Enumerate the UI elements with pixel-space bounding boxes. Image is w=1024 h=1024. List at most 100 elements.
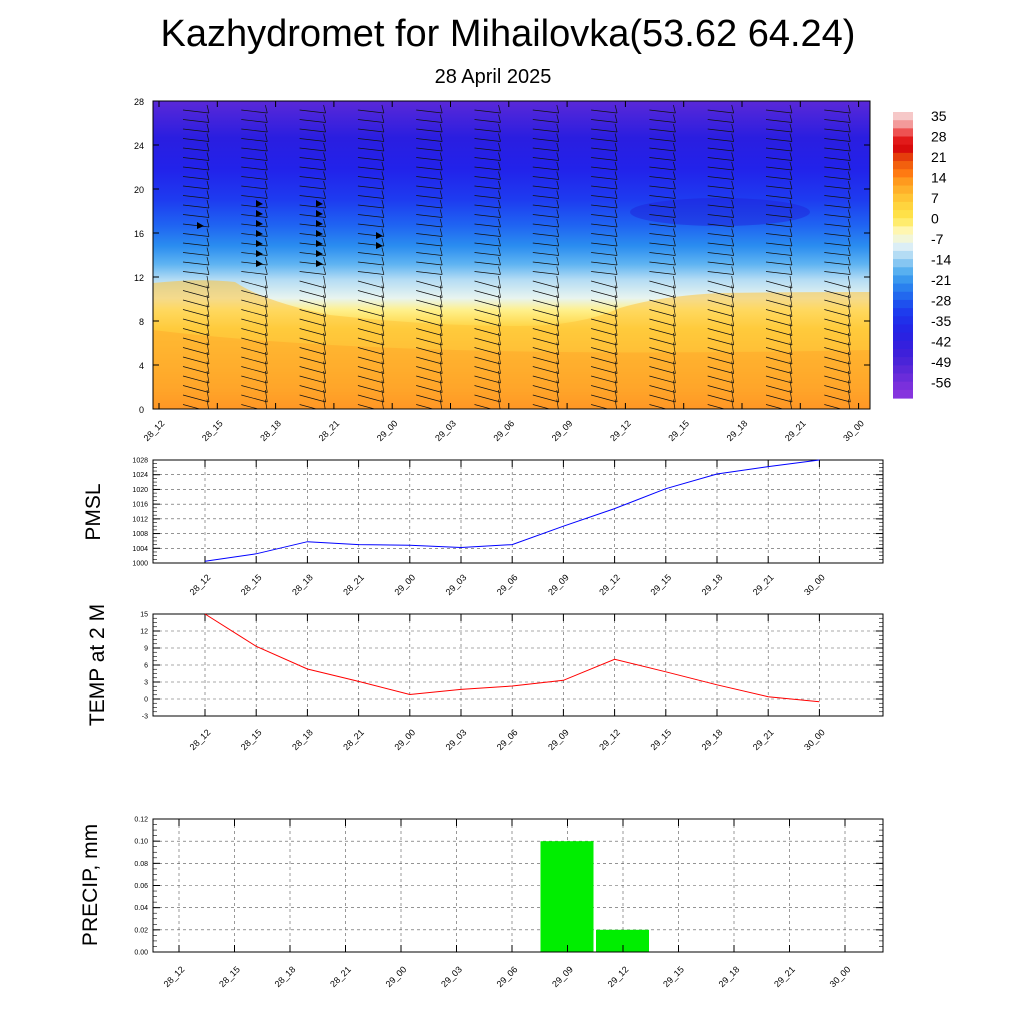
precip-xtick-label: 29_15 bbox=[661, 964, 686, 989]
wind-barb bbox=[591, 223, 618, 228]
wind-barb-feather bbox=[439, 361, 443, 374]
wind-barb bbox=[182, 109, 210, 114]
wind-barb-feather bbox=[556, 285, 560, 298]
wind-barb-feather bbox=[381, 399, 384, 409]
wind-barb bbox=[357, 128, 384, 133]
wind-barb-feather bbox=[264, 399, 268, 409]
colorbar-swatch bbox=[893, 242, 913, 252]
wind-barb bbox=[649, 214, 676, 218]
wind-barb-feather bbox=[206, 370, 210, 384]
wind-barb bbox=[474, 318, 501, 327]
wind-barb bbox=[241, 214, 268, 218]
wind-barb bbox=[824, 109, 851, 114]
wind-barb-feather bbox=[206, 332, 210, 346]
wind-barb bbox=[182, 404, 202, 409]
wind-barb-feather bbox=[498, 323, 501, 336]
wind-barb-feather bbox=[439, 294, 443, 308]
wind-barb bbox=[474, 280, 501, 289]
wind-barb bbox=[765, 375, 793, 384]
colorbar-label: 0 bbox=[931, 211, 939, 227]
wind-barb bbox=[532, 328, 559, 336]
wind-barb-feather bbox=[614, 199, 618, 209]
wind-barb bbox=[357, 109, 384, 114]
temp-xtick-label: 30_00 bbox=[802, 727, 827, 752]
temp-ytick-label: 6 bbox=[144, 663, 148, 670]
wind-barb-feather bbox=[847, 190, 851, 199]
wind-barb bbox=[416, 119, 443, 123]
wind-barb-feather bbox=[847, 142, 851, 152]
wind-barb bbox=[824, 375, 851, 384]
wind-barb-feather bbox=[731, 389, 735, 403]
wind-barb bbox=[299, 309, 326, 317]
wind-barb bbox=[357, 280, 384, 289]
wind-barb-feather bbox=[614, 294, 618, 308]
wind-barb bbox=[299, 280, 326, 289]
wind-barb bbox=[416, 347, 443, 355]
wind-barb-feather bbox=[556, 228, 560, 237]
wind-barb bbox=[474, 195, 501, 199]
wind-barb bbox=[182, 166, 210, 171]
wind-barb bbox=[182, 128, 210, 133]
wind-barb-feather bbox=[206, 351, 210, 365]
wind-barb-feather bbox=[731, 304, 735, 317]
wind-barb-feather bbox=[206, 180, 210, 190]
wind-barb bbox=[824, 261, 851, 266]
wind-barb-feather bbox=[439, 313, 443, 327]
precip-ytick-label: 0.06 bbox=[134, 883, 148, 890]
wind-barb-feather bbox=[731, 399, 734, 409]
colorbar-swatch bbox=[893, 234, 913, 244]
wind-barb bbox=[824, 204, 851, 209]
wind-barb-feather bbox=[381, 323, 385, 336]
precip-xtick-label: 30_00 bbox=[828, 964, 853, 989]
wind-barb-feather bbox=[614, 389, 618, 403]
wind-barb-feather bbox=[323, 389, 326, 403]
wind-barb-feather bbox=[847, 266, 851, 275]
wind-barb bbox=[765, 318, 793, 327]
wind-barb-feather bbox=[847, 123, 851, 133]
wind-barb-feather bbox=[323, 152, 326, 161]
wind-barb-feather bbox=[614, 351, 618, 365]
wind-barb bbox=[182, 309, 210, 317]
wind-barb-feather bbox=[206, 294, 210, 308]
wind-barb bbox=[416, 385, 443, 393]
wind-barb bbox=[532, 214, 559, 218]
wind-barb bbox=[474, 214, 501, 218]
wind-barb-feather bbox=[789, 123, 793, 133]
wind-barb bbox=[707, 176, 734, 180]
wind-barb-feather bbox=[264, 275, 268, 289]
wind-barb bbox=[591, 404, 610, 409]
wind-barb-feather bbox=[789, 104, 793, 114]
wind-barb-feather bbox=[673, 190, 676, 199]
wind-barb-feather bbox=[556, 313, 560, 327]
wind-barb bbox=[299, 128, 326, 133]
precip-xtick-label: 28_15 bbox=[217, 964, 242, 989]
wind-barb bbox=[416, 366, 443, 374]
wind-barb-feather bbox=[673, 342, 676, 355]
cs-xtick-label: 30_00 bbox=[841, 418, 866, 443]
wind-barb bbox=[591, 147, 618, 152]
wind-barb bbox=[357, 290, 384, 298]
wind-barb-pennant bbox=[256, 260, 263, 267]
wind-barb-feather bbox=[439, 342, 443, 355]
wind-barb bbox=[182, 366, 210, 374]
wind-barb-feather bbox=[323, 399, 326, 409]
colorbar-label: 21 bbox=[931, 149, 947, 165]
wind-barb bbox=[241, 375, 268, 384]
wind-barb bbox=[707, 271, 734, 275]
wind-barb-feather bbox=[731, 323, 735, 336]
wind-barb-feather bbox=[439, 152, 443, 161]
wind-barb bbox=[299, 375, 326, 384]
colorbar-swatch bbox=[893, 128, 913, 138]
wind-barb-feather bbox=[673, 294, 676, 308]
wind-barb bbox=[765, 223, 793, 228]
wind-barb bbox=[824, 309, 851, 317]
wind-barb-feather bbox=[381, 104, 385, 114]
colorbar-label: -49 bbox=[931, 354, 951, 370]
wind-barb bbox=[591, 185, 618, 190]
wind-barb bbox=[532, 261, 559, 266]
wind-barb-feather bbox=[323, 361, 326, 374]
colorbar-swatch bbox=[893, 193, 913, 203]
wind-barb-feather bbox=[439, 142, 443, 152]
wind-barb bbox=[765, 271, 793, 275]
wind-barb bbox=[824, 252, 851, 256]
